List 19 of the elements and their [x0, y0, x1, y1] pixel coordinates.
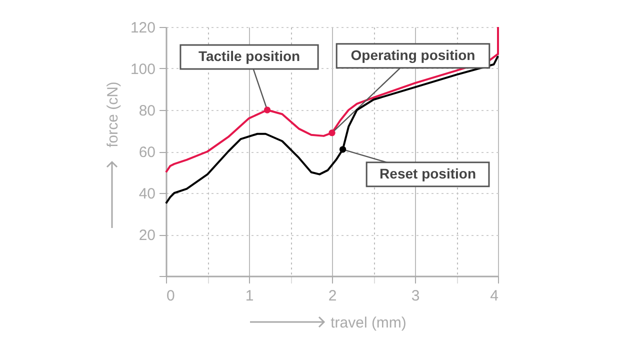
y-tick-label: 100: [130, 61, 156, 78]
point: [264, 106, 271, 114]
y-tick-label: 20: [138, 227, 156, 244]
x-tick-label: 0: [166, 288, 175, 304]
y-tick-label: 80: [138, 102, 156, 120]
y-axis-title: force (cN): [104, 82, 122, 148]
y-tick-label: 60: [138, 144, 156, 161]
x-tick-label: 2: [328, 288, 337, 304]
y-tick-label: 120: [130, 20, 156, 36]
annotation: Reset position: [380, 165, 476, 182]
point: [339, 146, 346, 153]
x-tick-label: 3: [411, 288, 420, 304]
y-tick-label: 40: [138, 186, 156, 202]
x-tick-label: 1: [245, 288, 254, 304]
x-tick-label: 4: [490, 288, 498, 304]
x-axis-title: travel (mm): [330, 314, 406, 332]
annotation: Operating position: [350, 46, 476, 63]
annotation: Tactile position: [198, 48, 300, 64]
point: [328, 129, 336, 136]
